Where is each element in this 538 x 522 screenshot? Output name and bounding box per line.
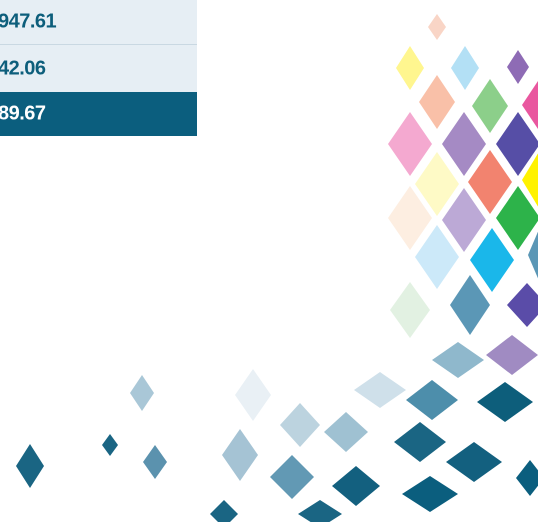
diamond bbox=[222, 429, 258, 481]
diamond bbox=[432, 342, 484, 378]
diamond bbox=[415, 152, 459, 216]
diamond bbox=[402, 476, 458, 512]
diamond bbox=[332, 466, 380, 506]
diamond bbox=[394, 422, 446, 462]
diamond bbox=[143, 445, 167, 479]
diamond bbox=[210, 500, 238, 522]
diamond bbox=[354, 372, 406, 408]
diamond-pattern bbox=[16, 14, 538, 522]
diamond bbox=[496, 112, 538, 176]
table: 947.61 42.06 89.67 bbox=[0, 0, 197, 136]
diamond bbox=[298, 500, 342, 522]
diamond bbox=[507, 283, 538, 327]
diamond bbox=[477, 382, 533, 422]
diamond bbox=[470, 228, 514, 292]
diamond bbox=[415, 225, 459, 289]
table-row: 947.61 bbox=[0, 0, 197, 45]
diamond bbox=[507, 50, 529, 84]
diamond bbox=[270, 455, 314, 499]
diamond bbox=[390, 282, 430, 338]
diamond bbox=[396, 46, 424, 90]
diamond bbox=[428, 14, 446, 40]
diamond bbox=[280, 403, 320, 447]
table-row: 42.06 bbox=[0, 45, 197, 92]
cell: 89.67 bbox=[0, 102, 46, 125]
diamond bbox=[496, 186, 538, 250]
diamond bbox=[450, 275, 490, 335]
diamond bbox=[406, 380, 458, 420]
diamond bbox=[130, 375, 154, 411]
diamond bbox=[442, 188, 486, 252]
diamond bbox=[388, 186, 432, 250]
cell: 42.06 bbox=[0, 57, 46, 79]
diamond bbox=[102, 434, 118, 456]
diamond bbox=[528, 231, 538, 279]
cell: 947.61 bbox=[0, 10, 57, 33]
diamond bbox=[522, 81, 538, 129]
diamond bbox=[516, 460, 538, 496]
diamond bbox=[472, 79, 508, 133]
diamond bbox=[486, 335, 538, 375]
diamond bbox=[522, 153, 538, 207]
diamond bbox=[442, 112, 486, 176]
diamond bbox=[419, 75, 455, 129]
diamond bbox=[16, 444, 44, 488]
diamond bbox=[235, 369, 271, 421]
diamond bbox=[468, 150, 512, 214]
diamond bbox=[446, 442, 502, 482]
diamond bbox=[324, 412, 368, 452]
diamond bbox=[451, 46, 479, 90]
diamond bbox=[388, 112, 432, 176]
table-row: 89.67 bbox=[0, 92, 197, 136]
